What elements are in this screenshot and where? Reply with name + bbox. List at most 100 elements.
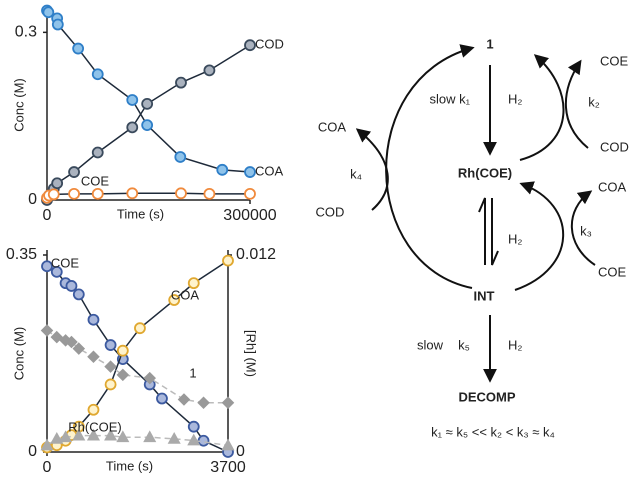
series-label: 1	[189, 365, 196, 380]
relation: k₁ ≈ k₅ << k₂ < k₃ ≈ k₄	[431, 424, 555, 439]
point	[50, 330, 64, 344]
reagent: H₂	[508, 231, 522, 246]
point	[175, 76, 187, 89]
point	[72, 342, 86, 355]
point	[116, 344, 129, 357]
point	[42, 6, 55, 19]
point	[116, 368, 130, 382]
point	[216, 163, 229, 176]
point	[72, 428, 86, 441]
point	[134, 322, 146, 335]
point	[104, 378, 117, 391]
point	[68, 166, 80, 178]
point	[221, 396, 235, 410]
reagent: COE	[600, 53, 629, 68]
point	[126, 121, 139, 134]
arrow	[519, 54, 565, 161]
point	[116, 430, 130, 443]
rate-label: slow k₁	[429, 91, 470, 106]
series-label: COE	[51, 255, 80, 270]
point	[187, 420, 200, 433]
point	[50, 265, 63, 278]
series-label: COD	[255, 36, 284, 51]
point	[91, 187, 104, 200]
half-arrow	[478, 197, 486, 265]
point	[68, 187, 80, 200]
point	[65, 280, 78, 292]
point	[104, 339, 117, 351]
point	[51, 177, 64, 190]
y-tick-label: 0.35	[6, 246, 37, 263]
point	[87, 350, 100, 364]
point	[203, 187, 216, 200]
point	[104, 428, 118, 441]
half-arrow	[491, 198, 499, 266]
x-tick-label: 3700	[210, 459, 246, 476]
series-label: Rh(COE)	[68, 419, 121, 434]
point	[87, 403, 100, 416]
arrow	[514, 181, 565, 291]
y-axis-label: Conc (M)	[11, 327, 26, 380]
scheme: 1 slow k₁ H₂ Rh(COE) COD COA k₄ COE COD …	[316, 36, 629, 439]
point	[167, 432, 181, 444]
point	[50, 432, 64, 444]
point	[197, 396, 210, 410]
y2-axis-label: [Rh] (M)	[244, 330, 259, 377]
point	[141, 119, 154, 132]
reagent: COD	[600, 139, 629, 154]
point	[91, 68, 104, 81]
point	[244, 187, 256, 200]
reagent: COD	[316, 204, 345, 219]
arrow	[355, 128, 389, 211]
rate-label: k₄	[350, 166, 362, 181]
x-tick-label: 0	[43, 459, 52, 476]
reagent: COE	[598, 264, 627, 279]
point	[221, 438, 235, 451]
point	[187, 433, 201, 446]
point	[141, 97, 154, 110]
point	[87, 313, 100, 326]
point	[51, 18, 64, 31]
point	[156, 392, 168, 405]
point	[187, 277, 200, 290]
point	[143, 371, 157, 385]
point	[59, 430, 73, 443]
y-tick-label: 0	[28, 191, 37, 208]
x-axis-label: Time (s)	[117, 206, 164, 221]
rate-label: k₅	[458, 337, 470, 352]
node: DECOMP	[458, 389, 515, 404]
point	[126, 187, 139, 200]
reagent: H₂	[508, 91, 522, 106]
reagent: H₂	[508, 337, 522, 352]
fit-line	[46, 329, 228, 404]
reagent: COA	[598, 179, 627, 194]
x-tick-label: 0	[43, 207, 52, 224]
y-axis-label: Conc (M)	[11, 78, 26, 131]
point	[72, 42, 85, 55]
reagent: COA	[318, 119, 347, 134]
y-tick-label: 0	[28, 443, 37, 460]
node: INT	[474, 288, 495, 303]
series-label: COA	[255, 163, 284, 178]
series-label: COE	[81, 173, 110, 188]
x-tick-label: 300000	[223, 207, 276, 224]
x-axis-label: Time (s)	[106, 458, 153, 473]
point	[91, 146, 104, 159]
y2-tick-label: 0	[236, 443, 245, 460]
point	[47, 188, 60, 201]
arrow	[570, 190, 596, 266]
point	[244, 166, 256, 178]
point	[143, 430, 157, 443]
series-label: COA	[171, 287, 200, 302]
node: Rh(COE)	[458, 165, 512, 180]
point	[86, 428, 101, 441]
point	[104, 360, 117, 373]
point	[222, 254, 234, 267]
point	[40, 438, 54, 451]
point	[203, 64, 216, 77]
point	[177, 393, 191, 406]
point	[40, 324, 54, 337]
point	[72, 288, 85, 301]
point	[174, 151, 187, 163]
